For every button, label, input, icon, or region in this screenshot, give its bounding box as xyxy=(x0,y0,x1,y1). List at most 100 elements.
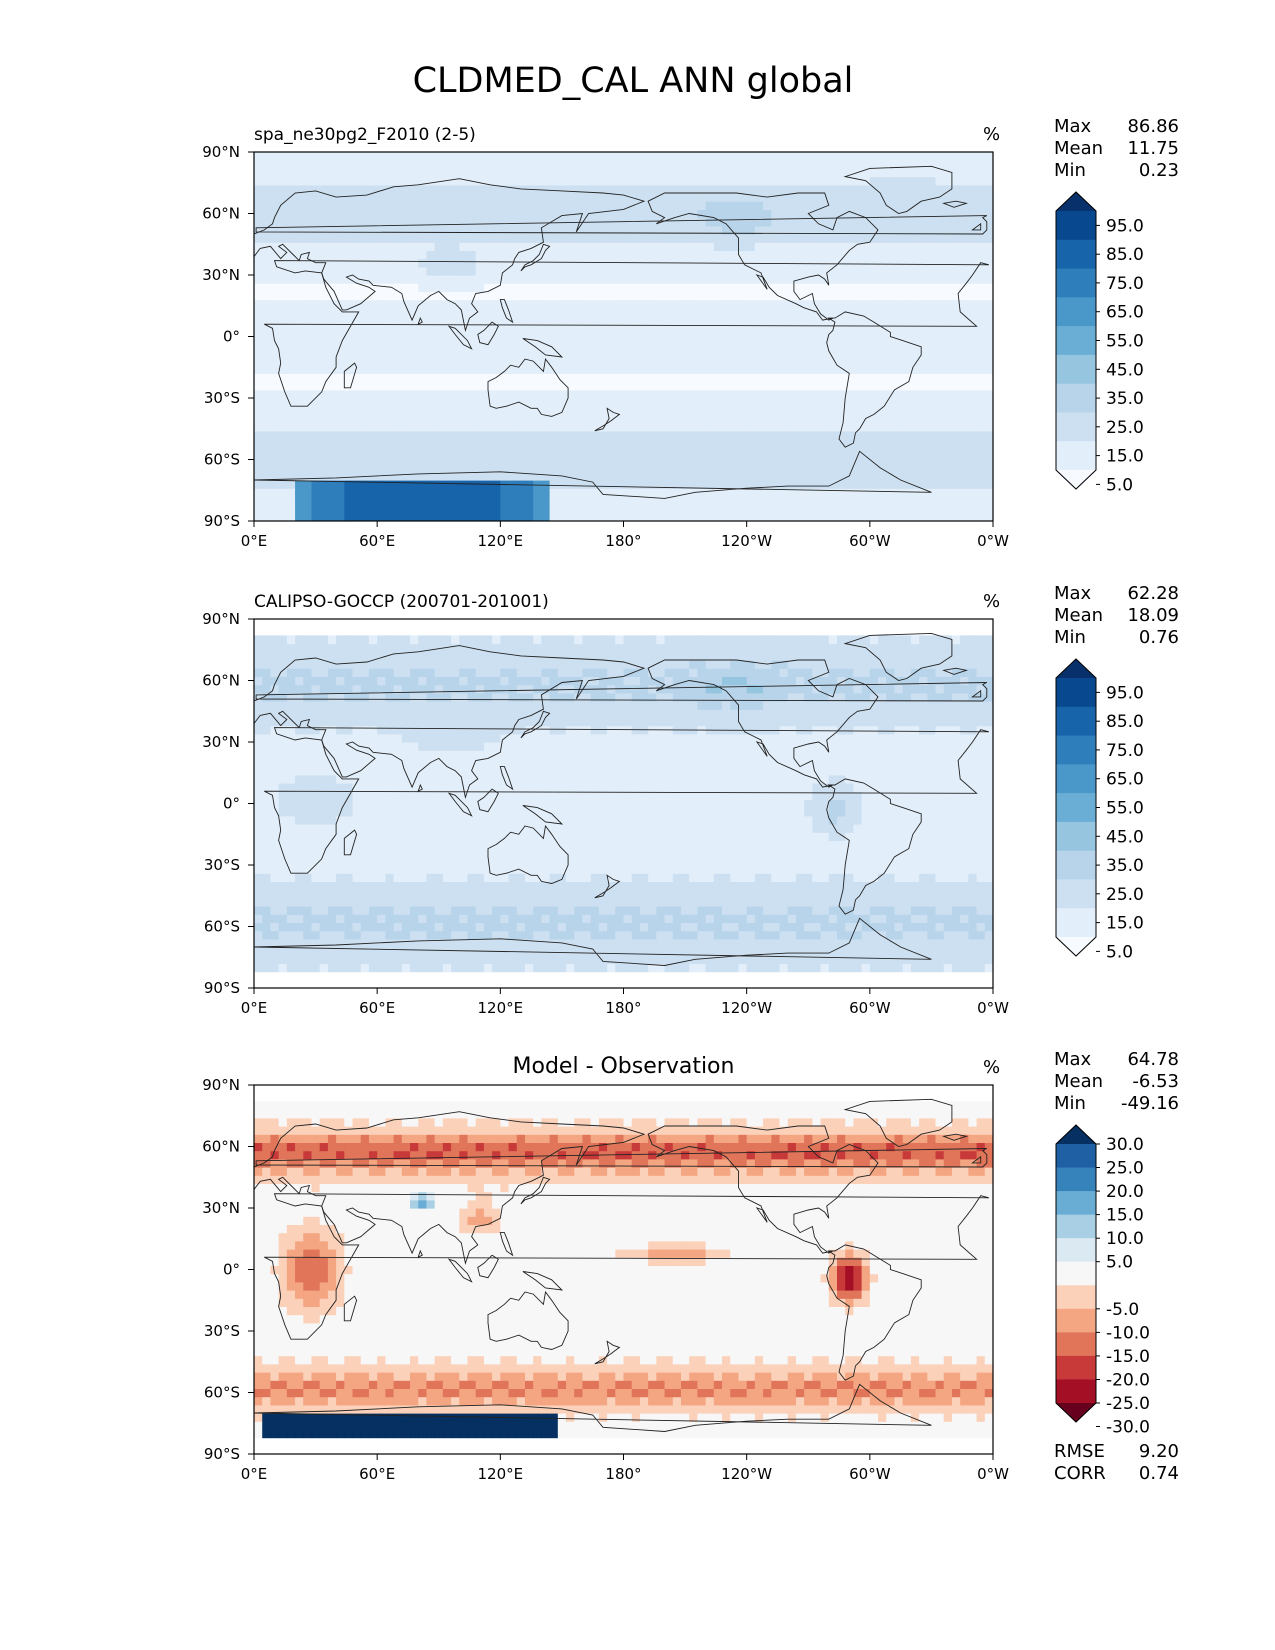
x-tick-label: 120°E xyxy=(478,999,524,1017)
x-axis: 0°E 60°E 120°E 180° 120°W 60°W 0°W xyxy=(241,988,1009,1017)
stat-label: Min xyxy=(1054,627,1086,648)
stat-label: Min xyxy=(1054,160,1086,181)
x-tick-label: 60°W xyxy=(849,999,891,1017)
colorbar-tick-label: -25.0 xyxy=(1106,1394,1150,1414)
colorbar-tick-label: 25.0 xyxy=(1106,418,1144,438)
colorbar: 95.0 85.0 75.0 65.0 55.0 45.0 35.0 25.0 15.0 5.0 xyxy=(1055,191,1144,495)
coastline xyxy=(647,192,879,321)
y-tick-label: 90°N xyxy=(202,610,240,628)
stat-value: 11.75 xyxy=(1127,138,1179,159)
colorbar-tick-label: 55.0 xyxy=(1106,799,1144,819)
coastline xyxy=(843,632,953,681)
stat-label: Max xyxy=(1054,583,1092,604)
coastline xyxy=(447,325,473,350)
stat-value: -6.53 xyxy=(1132,1071,1179,1092)
panel-center-title: Model - Observation xyxy=(513,1054,735,1079)
colorbar-segment xyxy=(1056,354,1096,385)
colorbar-segment xyxy=(1056,1355,1096,1380)
coastline xyxy=(264,727,990,874)
x-tick-label: 60°E xyxy=(359,999,395,1017)
coastline xyxy=(826,311,922,448)
x-tick-label: 180° xyxy=(605,532,641,550)
coastline xyxy=(447,1258,473,1283)
stat-value: 64.78 xyxy=(1127,1049,1179,1070)
x-tick-label: 60°E xyxy=(359,532,395,550)
colorbar-extend-max xyxy=(1056,659,1096,678)
coastline xyxy=(417,783,423,793)
y-tick-label: 60°S xyxy=(204,1384,240,1402)
coastline xyxy=(477,788,499,813)
stat-label: Mean xyxy=(1054,138,1103,159)
colorbar-tick-label: 85.0 xyxy=(1106,245,1144,265)
coastline xyxy=(254,1111,646,1266)
coastline xyxy=(255,682,988,702)
y-tick-label: 60°N xyxy=(202,672,240,690)
coastline xyxy=(255,215,988,235)
coastline xyxy=(594,1340,621,1365)
stat-value: 18.09 xyxy=(1127,605,1179,626)
coastline xyxy=(520,710,551,739)
extra-stat-value: 9.20 xyxy=(1139,1441,1179,1462)
colorbar-tick-label: -5.0 xyxy=(1106,1300,1139,1320)
coastline xyxy=(417,316,423,326)
stat-label: Mean xyxy=(1054,605,1103,626)
y-tick-label: 90°S xyxy=(204,1445,240,1463)
coastline xyxy=(594,874,621,899)
units-label: % xyxy=(983,1057,1000,1078)
colorbar-tick-label: 15.0 xyxy=(1106,447,1144,467)
colorbar-segment xyxy=(1056,1167,1096,1192)
stats-block: Max 62.28 Mean 18.09 Min 0.76 xyxy=(1054,583,1179,648)
y-axis: 90°N 60°N 30°N 0° 30°S 60°S 90°S xyxy=(202,610,254,997)
coastline xyxy=(477,1254,499,1279)
y-tick-label: 60°N xyxy=(202,205,240,223)
colorbar-segment xyxy=(1056,735,1096,765)
colorbar-segment xyxy=(1056,1308,1096,1333)
stats-block: Max 86.86 Mean 11.75 Min 0.23 xyxy=(1054,116,1179,181)
x-tick-label: 0°E xyxy=(241,532,268,550)
colorbar-segment xyxy=(1056,793,1096,823)
coastline xyxy=(254,178,646,333)
map-panel-2: CALIPSO-GOCCP (200701-201001) % 0°E 60°E 120… xyxy=(202,583,1179,1017)
colorbar-tick-label: -10.0 xyxy=(1106,1323,1150,1343)
x-tick-label: 120°E xyxy=(478,532,524,550)
colorbar-segment xyxy=(1056,764,1096,794)
stat-label: Max xyxy=(1054,116,1092,137)
panel-left-title: CALIPSO-GOCCP (200701-201001) xyxy=(254,592,549,612)
coastline xyxy=(843,165,953,214)
y-tick-label: 0° xyxy=(223,1261,240,1279)
data-field xyxy=(254,619,993,988)
stat-value: 0.76 xyxy=(1139,627,1179,648)
y-tick-label: 0° xyxy=(223,328,240,346)
colorbar-tick-label: 10.0 xyxy=(1106,1229,1144,1249)
coastline xyxy=(971,689,982,698)
y-tick-label: 90°S xyxy=(204,979,240,997)
coastline xyxy=(826,778,922,915)
y-tick-label: 90°N xyxy=(202,143,240,161)
map-panel-1: spa_ne30pg2_F2010 (2-5) % 0°E 60°E 120°E 180°… xyxy=(202,116,1179,550)
coastlines xyxy=(254,1098,990,1432)
colorbar-extend-min xyxy=(1056,1403,1096,1422)
y-tick-label: 30°N xyxy=(202,733,240,751)
colorbar-tick-label: 95.0 xyxy=(1106,683,1144,703)
coastline xyxy=(499,299,514,324)
y-tick-label: 30°S xyxy=(204,1322,240,1340)
colorbar-segment xyxy=(1056,1261,1096,1286)
coastline xyxy=(522,338,564,358)
coastline xyxy=(971,222,982,231)
x-tick-label: 0°W xyxy=(977,532,1009,550)
x-tick-label: 0°W xyxy=(977,999,1009,1017)
coastline xyxy=(942,200,969,208)
coastline xyxy=(343,829,358,856)
extra-stat-value: 0.74 xyxy=(1139,1463,1179,1484)
stat-value: -49.16 xyxy=(1121,1093,1179,1114)
colorbar: 95.0 85.0 75.0 65.0 55.0 45.0 35.0 25.0 15.0 5.0 xyxy=(1055,658,1144,962)
x-tick-label: 120°W xyxy=(721,999,772,1017)
colorbar-segment xyxy=(1056,211,1096,241)
colorbar-tick-label: 5.0 xyxy=(1106,942,1133,962)
coastline xyxy=(499,766,514,791)
colorbar-segment xyxy=(1056,441,1096,471)
x-tick-label: 0°E xyxy=(241,999,268,1017)
colorbar-tick-label: 30.0 xyxy=(1106,1135,1144,1155)
coastlines xyxy=(254,632,990,966)
colorbar-segment xyxy=(1056,850,1096,880)
